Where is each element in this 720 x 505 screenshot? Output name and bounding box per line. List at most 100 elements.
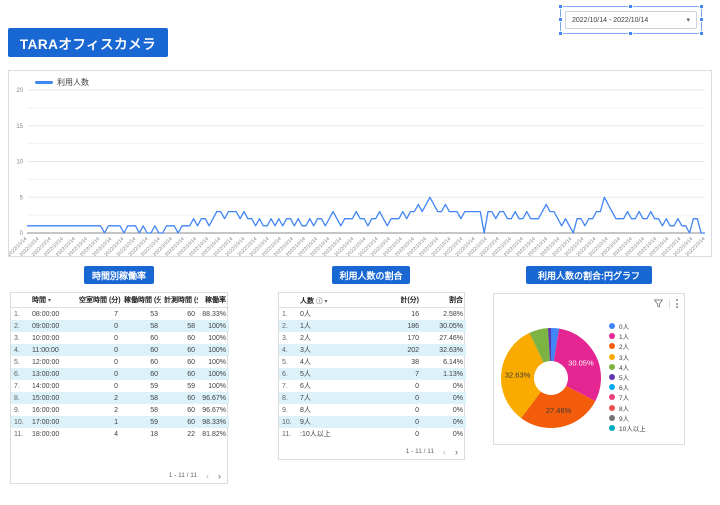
legend-color-dot: [609, 363, 615, 370]
column-header[interactable]: 稼働時間 (分): [121, 293, 161, 308]
row-number: 8.: [14, 394, 20, 402]
pie-legend-item: 5人: [609, 372, 629, 382]
occupancy-table-card: 時間▾空室時間 (分)稼働時間 (分)計測時間 (分)稼働率 1. 08:00:00…: [10, 292, 229, 484]
table-cell: 9人: [300, 419, 311, 426]
table-row: 2. 09:00:00 0 58 58 100%: [11, 320, 229, 332]
legend-label: 9人: [619, 415, 630, 423]
table-row: 7. 14:00:00 0 59 59 100%: [11, 380, 229, 392]
table-row: 5. 4人 38 6.14%: [279, 356, 466, 368]
table-cell: :10人以上: [300, 431, 331, 438]
table-cell: 0%: [452, 394, 463, 402]
next-page-icon[interactable]: ›: [455, 446, 458, 457]
legend-label: 3人: [619, 354, 630, 362]
filter-icon[interactable]: [654, 299, 663, 308]
column-header[interactable]: 計(分): [347, 293, 422, 308]
table-cell: 1.13%: [443, 370, 463, 378]
table-cell: 202: [407, 346, 419, 354]
svg-text:10: 10: [16, 160, 23, 166]
legend-color-dot: [609, 343, 615, 350]
selection-handle[interactable]: [558, 4, 563, 9]
pie-chart-card: 30.05% 27.46% 32.63% 0人 1人 2人 3人 4人 5人 6人 7人 8人 9人 1…: [493, 293, 685, 445]
legend-label: 0人: [619, 324, 630, 331]
selection-handle[interactable]: [699, 4, 704, 9]
legend-color-dot: [609, 323, 615, 329]
row-number: 10.: [282, 418, 292, 426]
more-options-icon[interactable]: [676, 299, 678, 308]
legend-label: 2人: [619, 344, 630, 352]
table-cell: 0人: [300, 311, 311, 318]
section-title-usage-share: 利用人数の割合: [332, 266, 410, 284]
table-row: 3. 2人 170 27.46%: [279, 332, 466, 344]
row-number: 4.: [282, 346, 288, 354]
prev-page-icon[interactable]: ‹: [443, 446, 446, 457]
table-row: 4. 11:00:00 0 60 60 100%: [11, 344, 229, 356]
table-cell: 100%: [208, 382, 226, 390]
table-cell: 58: [150, 322, 158, 330]
table-row: 2. 1人 186 30.05%: [279, 320, 466, 332]
pie-legend-item: 2人: [609, 341, 629, 351]
column-header[interactable]: 計測時間 (分): [161, 293, 198, 308]
row-number: 3.: [282, 334, 288, 342]
table-cell: 16: [411, 310, 419, 318]
table-cell: 17:00:00: [32, 418, 60, 426]
table-cell: 14:00:00: [32, 382, 60, 390]
date-range-control[interactable]: 2022/10/14 - 2022/10/14 ▾: [565, 11, 697, 29]
selection-handle[interactable]: [558, 17, 563, 22]
table-cell: 2人: [300, 335, 311, 342]
table-cell: 60: [150, 334, 158, 342]
info-icon[interactable]: ⓘ: [316, 297, 323, 305]
prev-page-icon[interactable]: ‹: [206, 470, 209, 481]
row-number: 3.: [14, 334, 20, 342]
table-cell: 0%: [452, 418, 463, 426]
table-row: 7. 6人 0 0%: [279, 380, 466, 392]
table-cell: 100%: [208, 346, 226, 354]
table-cell: 0: [415, 430, 419, 438]
table-cell: 15:00:00: [32, 394, 60, 402]
table-cell: 4: [114, 430, 118, 438]
column-header[interactable]: 割合: [422, 293, 466, 308]
pie-legend-item: 9人: [609, 413, 629, 423]
next-page-icon[interactable]: ›: [218, 470, 221, 481]
legend-color-dot: [609, 333, 615, 340]
table-row: 10. 17:00:00 1 59 60 98.33%: [11, 416, 229, 428]
usage-share-table: 人数 ⓘ ▾ 計(分) 割合 1. 0人 16 2.58% 2. 1人 186 30.05% 3. 2人 17…: [279, 293, 466, 440]
table-cell: 32.63%: [439, 346, 463, 354]
row-number: 2.: [14, 322, 20, 330]
pie-legend-item: 6人: [609, 382, 629, 392]
table-cell: 0%: [452, 430, 463, 438]
table-cell: 0: [114, 358, 118, 366]
table-row: 8. 7人 0 0%: [279, 392, 466, 404]
legend-label: 8人: [619, 405, 630, 413]
toolbar-divider: [669, 299, 670, 308]
sort-descending-icon[interactable]: ▾: [48, 298, 52, 304]
usage-pie-chart[interactable]: 30.05% 27.46% 32.63%: [494, 294, 684, 444]
usage-line-chart[interactable]: 051015202022/10/142022/10/142022/10/1420…: [9, 71, 711, 256]
column-header[interactable]: 空室時間 (分): [76, 293, 121, 308]
table-cell: 5人: [300, 371, 311, 378]
legend-color-dot: [609, 394, 615, 401]
selection-handle[interactable]: [699, 31, 704, 36]
table-cell: 0%: [452, 406, 463, 414]
table-cell: 0: [415, 382, 419, 390]
selection-handle[interactable]: [699, 17, 704, 22]
table-cell: 60: [187, 334, 195, 342]
column-header[interactable]: 人数 ⓘ ▾: [297, 293, 347, 308]
table-row: 11. :10人以上 0 0%: [279, 428, 466, 440]
legend-line-swatch: [35, 81, 53, 84]
selection-handle[interactable]: [628, 4, 633, 9]
row-number: 7.: [14, 382, 20, 390]
chevron-down-icon[interactable]: ▾: [686, 17, 690, 24]
pie-legend-item: 0人: [609, 321, 629, 331]
table-cell: 58: [150, 394, 158, 402]
table-cell: 12:00:00: [32, 358, 60, 366]
column-header[interactable]: 時間 ▾: [29, 293, 76, 308]
table-cell: 100%: [208, 334, 226, 342]
sort-descending-icon[interactable]: ▾: [324, 298, 328, 305]
legend-label: 6人: [619, 385, 630, 393]
legend-label: 7人: [619, 395, 630, 403]
selection-handle[interactable]: [558, 31, 563, 36]
selection-handle[interactable]: [628, 31, 633, 36]
table-row: 9. 16:00:00 2 58 60 96.67%: [11, 404, 229, 416]
column-header[interactable]: 稼働率: [198, 293, 229, 308]
row-number: 11.: [282, 430, 292, 438]
